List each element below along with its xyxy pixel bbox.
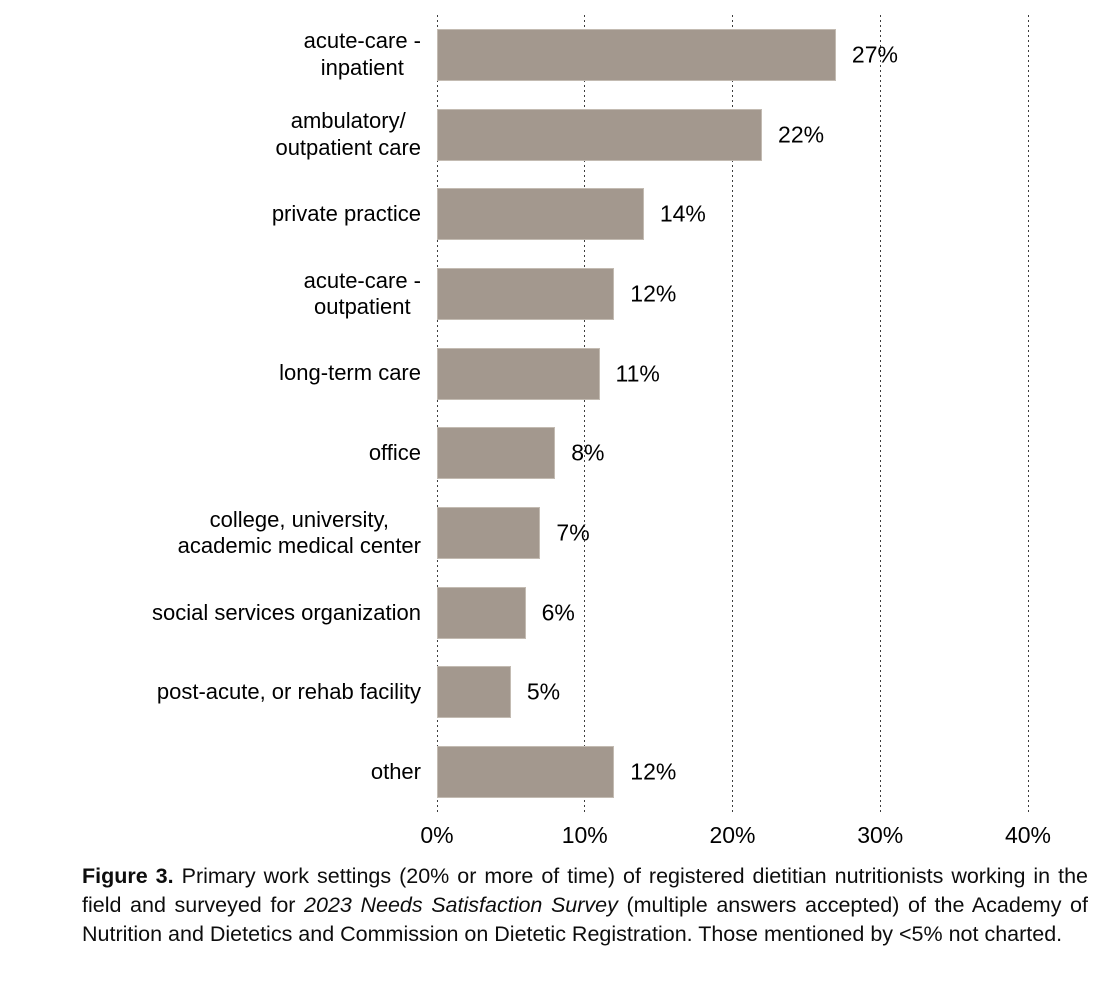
bar-track: 22% <box>437 108 1028 161</box>
category-label-text: long-term care <box>279 360 421 386</box>
category-label: ambulatory/ outpatient care <box>0 108 421 161</box>
x-tick-label: 30% <box>857 822 904 848</box>
category-label: other <box>0 759 421 785</box>
bar-track: 8% <box>437 427 1028 480</box>
bar <box>437 28 836 81</box>
category-label-text: office <box>368 440 421 466</box>
bar <box>437 267 615 320</box>
bar <box>437 507 541 560</box>
bar <box>437 347 600 400</box>
bar <box>437 586 526 639</box>
category-label: acute-care - outpatient <box>0 268 421 321</box>
chart-row: private practice 14% <box>0 174 1112 254</box>
value-label: 27% <box>851 41 898 68</box>
category-label: long-term care <box>0 360 421 386</box>
bar-track: 12% <box>437 267 1028 320</box>
chart-row: long-term care 11% <box>0 334 1112 414</box>
value-label: 6% <box>541 599 575 626</box>
bar-track: 11% <box>437 347 1028 400</box>
gridline-30 <box>879 15 881 812</box>
category-label: post-acute, or rehab facility <box>0 679 421 705</box>
category-label: college, university, academic medical ce… <box>0 507 421 560</box>
figure-label: Figure 3. <box>82 864 174 888</box>
chart-row: acute-care - inpatient 27% <box>0 15 1112 95</box>
category-label-text: private practice <box>271 201 421 227</box>
chart-row: ambulatory/ outpatient care 22% <box>0 95 1112 175</box>
bar <box>437 666 511 719</box>
bar-track: 7% <box>437 507 1028 560</box>
chart-row: other 12% <box>0 732 1112 812</box>
bar-chart: acute-care - inpatient 27% ambulatory/ out… <box>0 15 1112 856</box>
value-label: 12% <box>630 280 677 307</box>
value-label: 12% <box>630 758 677 785</box>
x-tick-label: 10% <box>561 822 608 848</box>
x-axis: 0% 10% 20% 30% 40% <box>420 822 1051 856</box>
caption-italic: 2023 Needs Satisfaction Survey <box>304 893 618 918</box>
value-label: 8% <box>571 439 605 466</box>
gridline-10 <box>584 15 586 812</box>
category-label-text: social services organization <box>151 599 421 625</box>
bar-track: 5% <box>437 666 1028 719</box>
bar <box>437 188 644 241</box>
chart-row: post-acute, or rehab facility 5% <box>0 653 1112 733</box>
category-label-text: acute-care - outpatient <box>303 267 421 319</box>
chart-row: acute-care - outpatient 12% <box>0 254 1112 334</box>
value-label: 22% <box>778 121 825 148</box>
chart-row: college, university, academic medical ce… <box>0 493 1112 573</box>
category-label-text: ambulatory/ outpatient care <box>275 108 421 160</box>
x-tick-label: 20% <box>709 822 756 848</box>
category-label-text: college, university, academic medical ce… <box>177 506 421 559</box>
category-label: private practice <box>0 201 421 227</box>
caption-text-2: (multiple answers accepted) of the Acade… <box>82 893 1088 947</box>
bar-track: 6% <box>437 586 1028 639</box>
bar <box>437 108 763 161</box>
chart-row: social services organization 6% <box>0 573 1112 653</box>
value-label: 5% <box>526 678 561 705</box>
category-label: office <box>0 440 421 466</box>
category-label: social services organization <box>0 600 421 626</box>
plot-area <box>436 15 1029 812</box>
gridline-20 <box>732 15 733 812</box>
value-label: 11% <box>615 360 660 387</box>
x-tick-label: 40% <box>1004 822 1052 848</box>
bar <box>437 427 556 480</box>
category-label: acute-care - inpatient <box>0 28 421 81</box>
bar-track: 14% <box>437 188 1028 241</box>
category-label-text: post-acute, or rehab facility <box>156 679 421 705</box>
gridline-40 <box>1027 15 1029 812</box>
caption-text-1: Primary work settings (20% or more of ti… <box>82 864 1089 918</box>
gridline-0 <box>436 15 438 812</box>
value-label: 14% <box>659 200 706 227</box>
category-label-text: other <box>370 758 421 784</box>
category-label-text: acute-care - inpatient <box>303 28 421 80</box>
bar <box>437 746 615 799</box>
x-tick-label: 0% <box>420 822 454 848</box>
chart-row: office 8% <box>0 414 1112 494</box>
bar-track: 12% <box>437 746 1028 799</box>
chart-rows: acute-care - inpatient 27% ambulatory/ out… <box>0 15 1112 812</box>
figure-caption: Figure 3. Primary work settings (20% or … <box>82 862 1088 949</box>
value-label: 7% <box>556 519 590 546</box>
bar-track: 27% <box>437 28 1028 81</box>
